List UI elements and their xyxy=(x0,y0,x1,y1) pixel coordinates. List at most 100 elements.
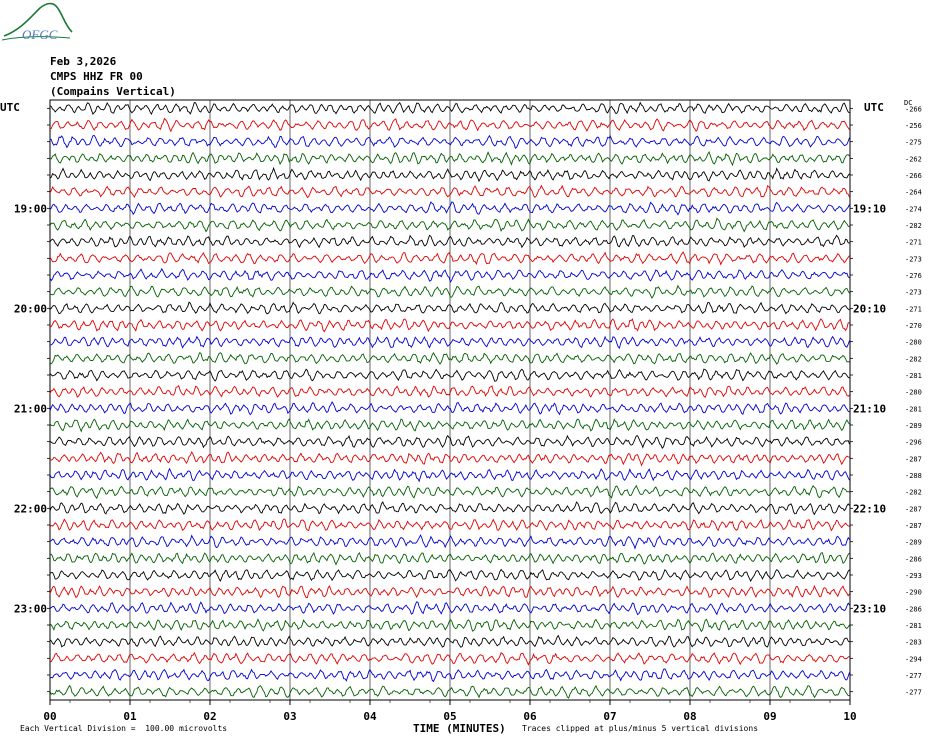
dc-offset-label: -281 xyxy=(905,372,922,380)
x-tick-label: 03 xyxy=(283,710,296,723)
left-hour-label: 23:00 xyxy=(14,602,47,615)
dc-offset-label: -289 xyxy=(905,422,922,430)
x-tick-label: 07 xyxy=(603,710,616,723)
seismic-trace xyxy=(49,518,850,532)
seismic-trace xyxy=(49,335,850,350)
seismic-trace xyxy=(49,134,850,150)
seismic-trace xyxy=(49,668,850,683)
dc-offset-label: -273 xyxy=(905,289,922,297)
right-hour-label: 19:10 xyxy=(853,202,886,215)
dc-offset-label: -289 xyxy=(905,539,922,547)
dc-offset-label: -296 xyxy=(905,439,922,447)
left-hour-label: 20:00 xyxy=(14,302,47,315)
dc-offset-label: -281 xyxy=(905,405,922,413)
left-hour-label: 19:00 xyxy=(14,202,47,215)
left-hour-label: 21:00 xyxy=(14,402,47,415)
dc-offset-label: -282 xyxy=(905,222,922,230)
dc-label: DC xyxy=(904,99,912,107)
x-tick-label: 00 xyxy=(43,710,56,723)
logo-swoosh xyxy=(3,2,73,37)
seismic-trace xyxy=(49,450,850,467)
dc-offset-label: -256 xyxy=(905,122,922,130)
seismic-trace xyxy=(49,368,850,382)
dc-offset-label: -274 xyxy=(905,205,922,213)
seismic-trace xyxy=(49,568,850,582)
seismic-trace xyxy=(49,284,850,299)
seismic-trace xyxy=(49,217,850,233)
dc-offset-label: -287 xyxy=(905,522,922,530)
dc-offset-label: -287 xyxy=(905,455,922,463)
dc-offset-label: -264 xyxy=(905,189,922,197)
seismic-trace xyxy=(49,251,850,266)
right-axis-title: UTC xyxy=(864,101,884,114)
dc-offset-label: -287 xyxy=(905,505,922,513)
scale-note: Each Vertical Division = 100.00 microvol… xyxy=(20,724,228,733)
x-tick-label: 08 xyxy=(683,710,696,723)
seismic-trace xyxy=(49,318,850,333)
dc-offset-label: -271 xyxy=(905,305,922,313)
x-tick-label: 09 xyxy=(763,710,776,723)
seismic-trace xyxy=(49,434,850,449)
seismic-trace xyxy=(49,651,850,666)
x-tick-label: 01 xyxy=(123,710,137,723)
dc-offset-label: -276 xyxy=(905,272,922,280)
seismic-trace xyxy=(49,101,850,116)
dc-offset-label: -286 xyxy=(905,555,922,563)
seismic-trace xyxy=(49,584,850,599)
ofgc-logo: OFGC xyxy=(1,2,73,42)
seismic-trace xyxy=(49,166,850,183)
seismic-trace xyxy=(49,267,850,283)
x-tick-label: 04 xyxy=(363,710,377,723)
seismic-trace xyxy=(49,117,850,133)
dc-offset-label: -271 xyxy=(905,239,922,247)
dc-offset-label: -270 xyxy=(905,322,922,330)
x-tick-label: 10 xyxy=(843,710,856,723)
dc-offset-label: -280 xyxy=(905,389,922,397)
seismic-trace xyxy=(49,601,850,616)
dc-offset-label: -294 xyxy=(905,655,922,663)
seismic-trace xyxy=(49,684,850,699)
axis-labels: 00 01 02 03 04 05 06 07 08 09 10 -266 -256 -275 -262 -2… xyxy=(14,105,922,723)
seismic-trace xyxy=(49,401,850,416)
x-axis-title: TIME (MINUTES) xyxy=(413,722,506,735)
header-station: CMPS HHZ FR 00 xyxy=(50,70,143,83)
dc-offset-label: -290 xyxy=(905,589,922,597)
seismic-trace xyxy=(49,618,850,633)
dc-offset-label: -277 xyxy=(905,689,922,697)
dc-offset-label: -293 xyxy=(905,572,922,580)
seismic-trace xyxy=(49,201,850,216)
dc-offset-label: -280 xyxy=(905,339,922,347)
x-tick-label: 06 xyxy=(523,710,537,723)
clip-note: Traces clipped at plus/minus 5 vertical … xyxy=(522,724,759,733)
dc-offset-label: -286 xyxy=(905,605,922,613)
dc-offset-label: -266 xyxy=(905,172,922,180)
left-axis-title: UTC xyxy=(0,101,20,114)
seismic-trace xyxy=(49,234,850,249)
dc-offset-label: -283 xyxy=(905,639,922,647)
dc-offset-label: -281 xyxy=(905,622,922,630)
seismic-trace xyxy=(49,534,850,550)
seismic-trace xyxy=(49,551,850,566)
dc-offset-label: -266 xyxy=(905,105,922,113)
logo-text: OFGC xyxy=(22,27,58,42)
traces xyxy=(49,101,850,699)
dc-offset-label: -288 xyxy=(905,472,922,480)
dc-offset-label: -277 xyxy=(905,672,922,680)
grid xyxy=(47,99,853,705)
seismic-trace xyxy=(49,351,850,365)
dc-offset-label: -282 xyxy=(905,489,922,497)
seismic-trace xyxy=(49,151,850,167)
dc-offset-label: -275 xyxy=(905,139,922,147)
seismic-trace xyxy=(49,484,850,500)
seismic-trace xyxy=(49,384,850,399)
seismic-trace xyxy=(49,418,850,433)
seismic-trace xyxy=(49,467,850,483)
right-hour-label: 22:10 xyxy=(853,502,886,515)
seismic-trace xyxy=(49,634,850,648)
right-hour-label: 23:10 xyxy=(853,602,886,615)
right-hour-label: 20:10 xyxy=(853,302,886,315)
dc-offset-label: -262 xyxy=(905,155,922,163)
header-date: Feb 3,2026 xyxy=(50,55,117,68)
x-tick-label: 02 xyxy=(203,710,216,723)
